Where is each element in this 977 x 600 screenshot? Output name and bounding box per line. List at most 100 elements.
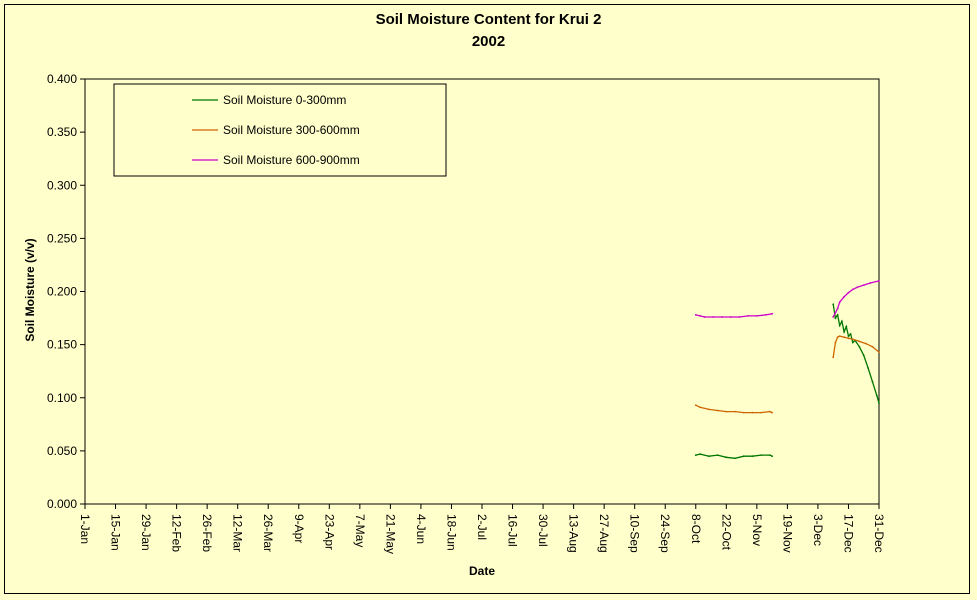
- x-tick-label: 8-Oct: [689, 514, 703, 544]
- series-line-3: [832, 280, 880, 318]
- series-point-1: [832, 303, 835, 306]
- legend-box: [113, 83, 447, 177]
- series-point-1: [841, 320, 843, 323]
- series-point-2: [771, 411, 773, 414]
- series-point-3: [838, 301, 841, 303]
- series-point-3: [699, 315, 701, 317]
- x-tick-label: 27-Aug: [597, 514, 611, 553]
- axes-group: 0.000 0.050 0.100 0.150 0.200 0.250 0.300 0.350…: [47, 72, 886, 554]
- x-tick-label: 13-Aug: [567, 514, 581, 553]
- series-point-3: [694, 314, 697, 316]
- x-tick-label: 1-Jan: [78, 514, 92, 544]
- series-point-3: [869, 282, 872, 284]
- series-point-2: [760, 411, 763, 414]
- series-point-1: [716, 454, 719, 456]
- series-point-1: [847, 335, 850, 337]
- series-point-3: [703, 316, 706, 318]
- series-point-1: [858, 345, 861, 348]
- series-point-1: [699, 453, 701, 455]
- series-point-3: [747, 315, 749, 317]
- x-tick-label: 26-Feb: [200, 514, 214, 552]
- series-point-1: [849, 333, 852, 335]
- x-tick-label: 31-Dec: [872, 514, 886, 553]
- series-point-3: [847, 291, 850, 294]
- series-point-3: [764, 314, 767, 316]
- series-point-3: [834, 311, 837, 314]
- series-point-1: [742, 455, 745, 458]
- series-point-2: [725, 410, 728, 413]
- series-point-2: [769, 410, 771, 413]
- series-point-2: [734, 410, 736, 413]
- series-point-2: [694, 404, 697, 407]
- series-point-3: [856, 286, 859, 289]
- x-tick-label: 4-Jun: [414, 514, 428, 544]
- series-point-2: [843, 336, 845, 339]
- series-point-3: [832, 316, 835, 318]
- y-tick-label: 0.150: [47, 338, 77, 352]
- series-point-3: [712, 316, 715, 318]
- series-point-2: [851, 338, 854, 341]
- series-point-1: [867, 367, 869, 369]
- x-tick-label: 16-Jul: [506, 514, 520, 547]
- series-point-1: [845, 325, 848, 328]
- y-tick-label: 0.250: [47, 231, 77, 245]
- series-point-1: [875, 394, 878, 397]
- y-tick-label: 0.050: [47, 444, 77, 458]
- series-point-2: [708, 408, 710, 411]
- series-line-2: [695, 404, 773, 414]
- x-tick-label: 17-Dec: [841, 514, 855, 553]
- x-tick-label: 10-Sep: [628, 514, 642, 553]
- series-point-1: [708, 455, 710, 458]
- series-point-1: [838, 324, 841, 327]
- x-tick-label: 9-Apr: [292, 514, 306, 543]
- legend-entry: Soil Moisture 600-900mm: [223, 153, 360, 167]
- legend-entry: Soil Moisture 300-600mm: [223, 123, 360, 137]
- chart-title: Soil Moisture Content for Krui 2: [375, 11, 602, 28]
- y-tick-label: 0.400: [47, 72, 77, 86]
- series-point-2: [871, 345, 874, 348]
- x-tick-label: 2-Jul: [475, 514, 489, 540]
- series-group: [694, 280, 880, 460]
- series-point-1: [843, 331, 845, 333]
- x-tick-label: 7-May: [353, 514, 367, 547]
- series-point-3: [843, 295, 845, 298]
- series-point-3: [771, 312, 773, 315]
- x-tick-label: 12-Feb: [170, 514, 184, 552]
- series-point-1: [771, 455, 773, 458]
- x-tick-label: 24-Sep: [658, 514, 672, 553]
- series-point-2: [751, 411, 754, 414]
- chart-subtitle: 2002: [471, 33, 506, 50]
- series-point-1: [751, 455, 754, 458]
- series-point-3: [755, 315, 758, 317]
- series-point-2: [865, 342, 867, 345]
- series-point-2: [847, 337, 850, 340]
- series-point-3: [862, 284, 865, 286]
- series-point-1: [836, 314, 839, 316]
- x-tick-label: 18-Jun: [444, 514, 458, 551]
- x-tick-label: 22-Oct: [719, 514, 733, 551]
- x-tick-label: 23-Apr: [322, 514, 336, 550]
- series-point-3: [836, 307, 839, 310]
- series-point-1: [834, 317, 837, 319]
- x-tick-label: 29-Jan: [139, 514, 153, 551]
- series-point-1: [851, 341, 854, 344]
- series-point-3: [738, 316, 741, 318]
- y-tick-label: 0.300: [47, 178, 77, 192]
- series-point-2: [716, 409, 719, 412]
- x-tick-label: 19-Nov: [780, 514, 794, 553]
- x-tick-label: 26-Mar: [261, 514, 275, 552]
- series-point-2: [832, 356, 835, 359]
- series-point-2: [742, 411, 745, 414]
- x-tick-label: 30-Jul: [536, 514, 550, 547]
- series-point-1: [760, 454, 763, 456]
- legend-entry: Soil Moisture 0-300mm: [223, 93, 346, 107]
- series-line-3: [695, 313, 773, 318]
- x-axis-label: Date: [468, 564, 496, 578]
- series-point-3: [878, 280, 880, 282]
- series-point-2: [699, 406, 701, 409]
- series-point-3: [721, 316, 723, 318]
- series-point-1: [871, 380, 874, 383]
- series-point-1: [734, 457, 736, 460]
- y-tick-label: 0.000: [47, 497, 77, 511]
